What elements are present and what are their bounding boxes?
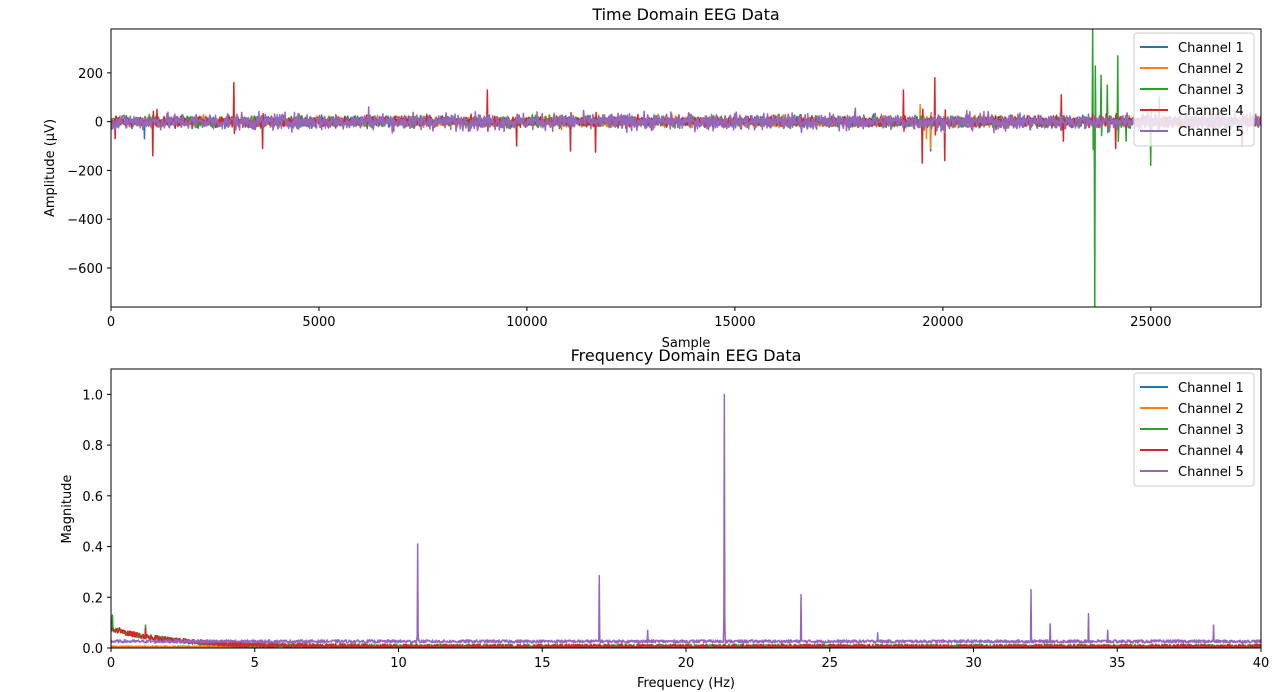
frequency-domain-legend-label: Channel 5 <box>1178 465 1244 480</box>
frequency-domain-xtick-label: 5 <box>251 656 259 671</box>
time-domain-ytick-label: −400 <box>67 213 103 228</box>
frequency-domain-xtick-label: 35 <box>1109 656 1126 671</box>
time-domain-xtick-label: 20000 <box>922 315 963 330</box>
frequency-domain-legend-box <box>1133 372 1255 487</box>
frequency-domain-xtick-label: 15 <box>534 656 551 671</box>
time-domain-legend: Channel 1 Channel 2 Channel 3 Channel 4 Chan… <box>1133 32 1255 147</box>
frequency-domain-ytick-label: 0.0 <box>82 642 103 657</box>
time-domain-ylabel: Amplitude (µV) <box>43 119 58 217</box>
frequency-domain-xtick-label: 40 <box>1253 656 1270 671</box>
frequency-domain-legend-label: Channel 4 <box>1178 444 1244 459</box>
time-domain-xtick-label: 15000 <box>714 315 755 330</box>
time-domain-ytick-label: −600 <box>67 262 103 277</box>
frequency-domain-ytick-label: 0.8 <box>82 439 103 454</box>
frequency-domain-legend: Channel 1 Channel 2 Channel 3 Channel 4 Chan… <box>1133 372 1255 487</box>
time-domain-title: Time Domain EEG Data <box>591 5 779 24</box>
frequency-domain-legend-label: Channel 3 <box>1178 423 1244 438</box>
time-domain-legend-box <box>1133 32 1255 147</box>
frequency-domain-ytick-label: 0.4 <box>82 541 103 556</box>
frequency-domain-ylabel: Magnitude <box>60 475 75 544</box>
time-domain-legend-label: Channel 1 <box>1178 41 1244 56</box>
frequency-domain-plot-area <box>111 369 1261 648</box>
frequency-domain-xtick-label: 10 <box>390 656 407 671</box>
frequency-domain-legend-label: Channel 2 <box>1178 402 1244 417</box>
frequency-domain-title: Frequency Domain EEG Data <box>571 346 802 365</box>
time-domain-chart: Time Domain EEG Data 0 5000 10000 15000 2000… <box>43 5 1262 351</box>
time-domain-xlabel: Sample <box>662 336 711 351</box>
frequency-domain-legend-label: Channel 1 <box>1178 381 1244 396</box>
time-domain-xtick-label: 25000 <box>1130 315 1171 330</box>
time-domain-series-line-channel-5 <box>111 106 1261 134</box>
time-domain-legend-label: Channel 2 <box>1178 62 1244 77</box>
frequency-domain-xtick-label: 20 <box>678 656 695 671</box>
frequency-domain-series-line-channel-5 <box>111 393 1261 644</box>
frequency-domain-xlabel: Frequency (Hz) <box>637 676 735 691</box>
time-domain-ytick-label: −200 <box>67 164 103 179</box>
frequency-domain-xtick-label: 30 <box>965 656 982 671</box>
frequency-domain-xtick-label: 25 <box>821 656 838 671</box>
time-domain-xtick-label: 5000 <box>302 315 335 330</box>
time-domain-xtick-label: 10000 <box>506 315 547 330</box>
time-domain-ytick-label: 0 <box>95 116 103 131</box>
frequency-domain-chart: Frequency Domain EEG Data 0 5 10 15 20 25 30 35… <box>60 346 1269 691</box>
frequency-domain-xtick-label: 0 <box>107 656 115 671</box>
time-domain-plot-area <box>111 29 1261 307</box>
frequency-domain-ytick-label: 0.2 <box>82 591 103 606</box>
time-domain-legend-label: Channel 5 <box>1178 125 1244 140</box>
frequency-domain-ytick-label: 1.0 <box>82 388 103 403</box>
frequency-domain-series-line-channel-4 <box>111 626 1261 648</box>
time-domain-xtick-label: 0 <box>107 315 115 330</box>
frequency-domain-ytick-label: 0.6 <box>82 490 103 505</box>
time-domain-ytick-label: 200 <box>78 67 103 82</box>
time-domain-legend-label: Channel 3 <box>1178 83 1244 98</box>
time-domain-legend-label: Channel 4 <box>1178 104 1244 119</box>
